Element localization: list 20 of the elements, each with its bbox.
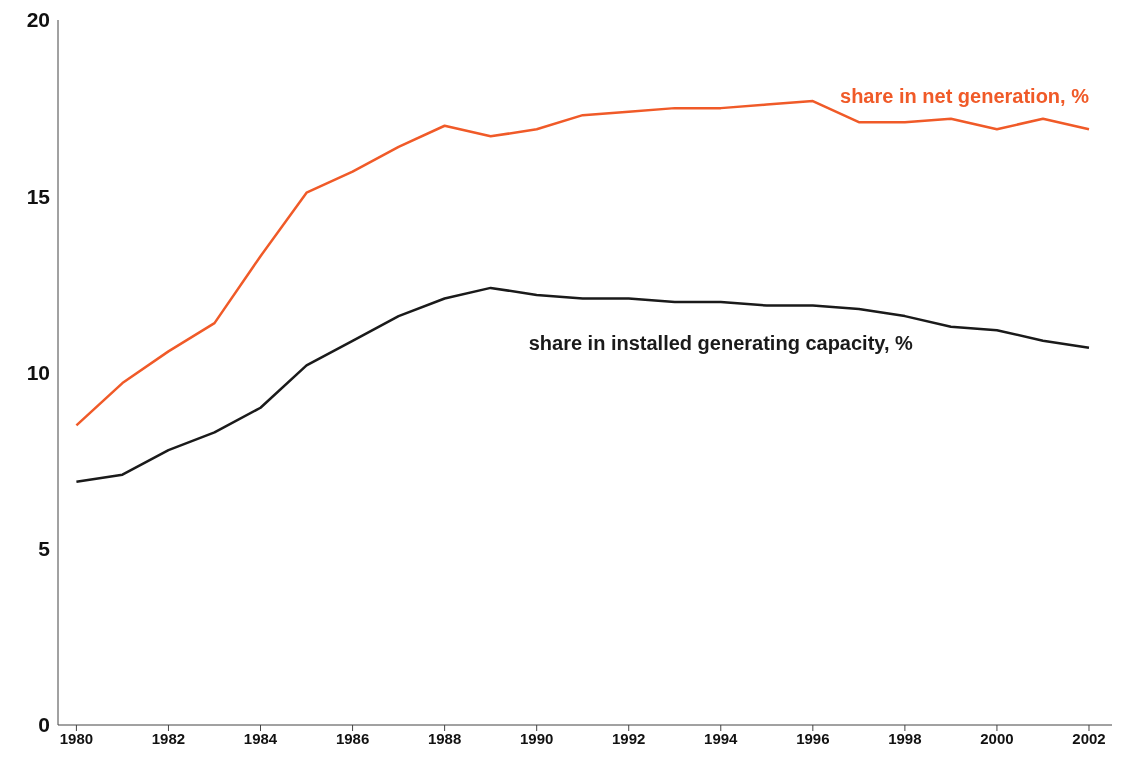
y-tick-label: 15	[26, 184, 51, 208]
line-series	[75, 286, 1091, 484]
x-tick-label: 1992	[612, 729, 646, 747]
y-tick-label: 5	[38, 537, 51, 561]
y-tick-label: 20	[26, 8, 50, 32]
x-tick-label: 1982	[151, 729, 186, 747]
series-label: share in net generation, %	[840, 85, 1090, 108]
x-tick-label: 2002	[1072, 729, 1106, 747]
x-tick-label: 1984	[243, 729, 278, 747]
x-tick-label: 1998	[888, 729, 922, 747]
y-tick-label: 0	[38, 713, 50, 737]
x-tick-label: 1980	[59, 729, 94, 747]
x-tick-label: 1996	[796, 729, 830, 747]
x-tick-label: 1988	[427, 729, 462, 747]
x-tick-label: 1994	[704, 729, 739, 747]
x-tick-label: 2000	[980, 729, 1014, 747]
series-label: share in installed generating capacity, %	[528, 332, 914, 354]
x-tick-label: 1990	[519, 729, 554, 747]
y-tick-label: 10	[26, 360, 50, 384]
x-tick-label: 1986	[335, 729, 370, 747]
